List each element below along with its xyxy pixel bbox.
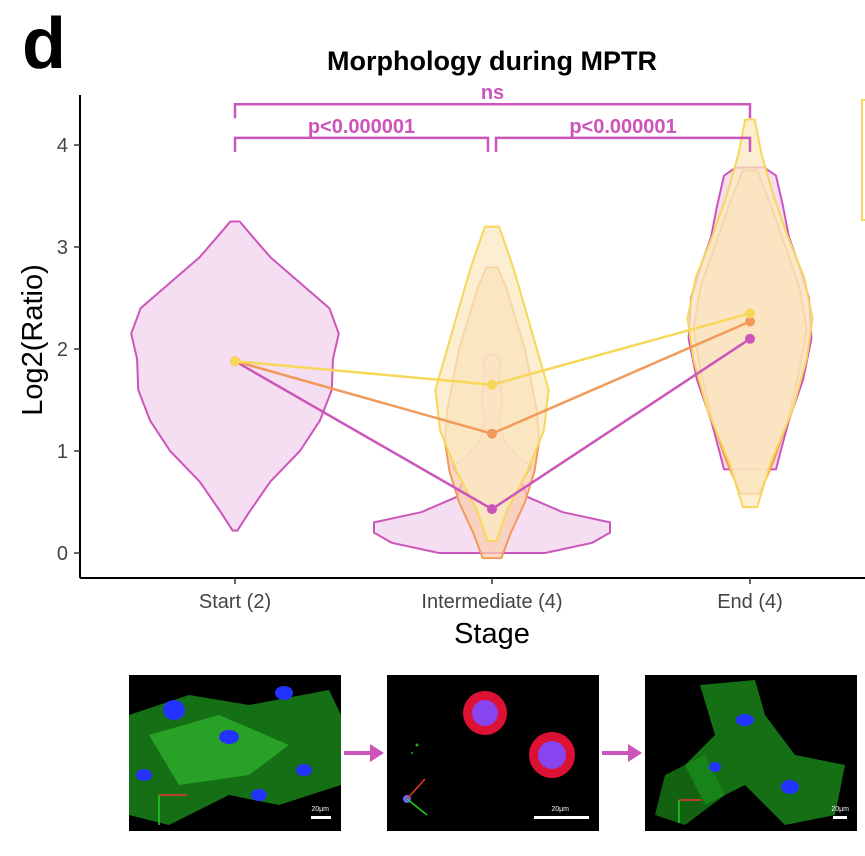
significance-bracket-0 [233, 102, 752, 119]
x-tick-label: Intermediate (4) [421, 591, 562, 613]
x-axis-label: Stage [454, 618, 530, 650]
median-point-magenta-1 [487, 504, 497, 515]
significance-annotations: ns p<0.000001 p<0.000001 [233, 82, 752, 152]
median-point-magenta-2 [745, 333, 755, 344]
violin-chart: Morphology during MPTR ns p<0.000001 p<0.0… [17, 46, 865, 650]
axes: 0 1 2 3 4 Start (2) Intermediate (4) End (4) [57, 95, 865, 613]
scale-bar [833, 816, 847, 819]
start-cells-graphic [129, 686, 341, 825]
median-point-yellow-2 [745, 308, 755, 319]
scale-label: 20μm [551, 806, 569, 813]
scale-label: 20μm [831, 806, 849, 813]
end-cells-graphic [655, 680, 845, 825]
legend-box-cropped [861, 99, 865, 221]
median-point-yellow-0 [230, 356, 240, 367]
chart-title: Morphology during MPTR [327, 46, 657, 76]
significance-label-0: ns [481, 82, 504, 104]
y-axis-label: Log2(Ratio) [17, 264, 49, 416]
violin-magenta-0 [130, 220, 340, 532]
scale-bar [534, 816, 589, 819]
y-tick-label: 0 [57, 543, 68, 565]
x-tick-label: End (4) [717, 591, 783, 613]
significance-bracket-1 [233, 136, 490, 152]
right-arrow-icon [344, 744, 384, 762]
y-tick-label: 4 [57, 135, 68, 157]
median-point-orange-1 [487, 428, 497, 439]
median-point-orange-2 [745, 316, 755, 327]
intermediate-stage-image: 20μm [387, 675, 599, 831]
y-tick-label: 3 [57, 237, 68, 259]
intermediate-cells-graphic [403, 691, 575, 816]
scale-bar [311, 816, 331, 819]
median-point-yellow-1 [487, 379, 497, 390]
significance-label-2: p<0.000001 [569, 116, 676, 138]
y-tick-label: 2 [57, 339, 68, 361]
scale-label: 20μm [311, 806, 329, 813]
violin-layer [130, 118, 814, 560]
significance-label-1: p<0.000001 [308, 116, 415, 138]
end-stage-image: 20μm [645, 675, 857, 831]
right-arrow-icon [602, 744, 642, 762]
median-lines-layer [230, 308, 755, 515]
y-tick-label: 1 [57, 441, 68, 463]
panel-label: d [22, 4, 66, 84]
start-stage-image: 20μm [129, 675, 341, 831]
x-tick-label: Start (2) [199, 591, 271, 613]
significance-bracket-2 [494, 136, 752, 152]
